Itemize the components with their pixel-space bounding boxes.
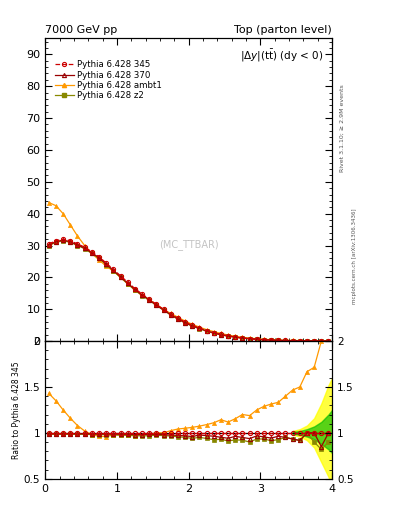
Legend: Pythia 6.428 345, Pythia 6.428 370, Pythia 6.428 ambt1, Pythia 6.428 z2: Pythia 6.428 345, Pythia 6.428 370, Pyth… [52, 58, 165, 103]
Text: Top (parton level): Top (parton level) [234, 25, 332, 35]
Text: Rivet 3.1.10; ≥ 2.9M events: Rivet 3.1.10; ≥ 2.9M events [340, 84, 345, 172]
Y-axis label: Ratio to Pythia 6.428 345: Ratio to Pythia 6.428 345 [12, 361, 21, 459]
Text: $|\Delta y|(\mathrm{t\bar{t}})$ (dy < 0): $|\Delta y|(\mathrm{t\bar{t}})$ (dy < 0) [240, 48, 323, 63]
Text: (MC_TTBAR): (MC_TTBAR) [159, 239, 219, 250]
Text: mcplots.cern.ch [arXiv:1306.3436]: mcplots.cern.ch [arXiv:1306.3436] [352, 208, 357, 304]
Text: 7000 GeV pp: 7000 GeV pp [45, 25, 118, 35]
